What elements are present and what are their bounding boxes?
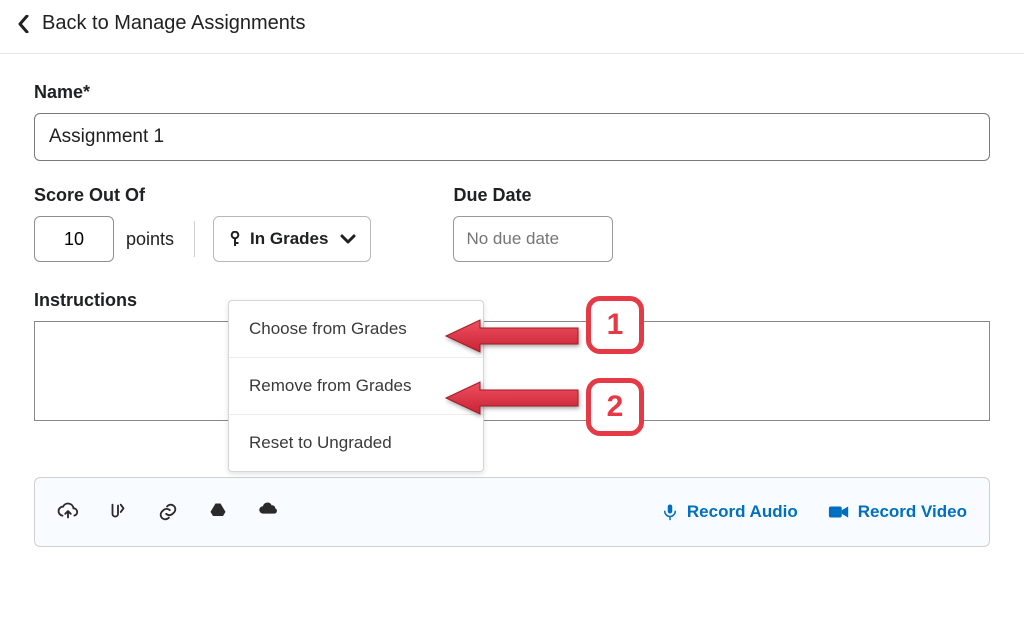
chevron-left-icon <box>18 15 32 33</box>
dropdown-item-reset[interactable]: Reset to Ungraded <box>229 415 483 471</box>
annotation-badge-1: 1 <box>586 296 644 354</box>
back-link[interactable]: Back to Manage Assignments <box>18 12 305 35</box>
annotation-badge-2-text: 2 <box>607 390 624 424</box>
key-icon <box>228 231 242 247</box>
back-link-text: Back to Manage Assignments <box>42 12 305 35</box>
record-audio-link[interactable]: Record Audio <box>661 502 798 522</box>
record-video-link[interactable]: Record Video <box>828 502 967 522</box>
name-input[interactable] <box>34 113 990 161</box>
quicklink-icon[interactable] <box>107 501 129 523</box>
chevron-down-icon <box>340 234 356 244</box>
grades-dropdown-button[interactable]: In Grades <box>213 216 371 262</box>
score-input[interactable] <box>34 216 114 262</box>
video-camera-icon <box>828 504 850 520</box>
score-label: Score Out Of <box>34 185 371 206</box>
attachment-toolbar: Record Audio Record Video <box>34 477 990 547</box>
divider <box>194 221 195 257</box>
record-audio-text: Record Audio <box>687 502 798 522</box>
microphone-icon <box>661 502 679 522</box>
annotation-badge-2: 2 <box>586 378 644 436</box>
link-icon[interactable] <box>157 501 179 523</box>
due-date-input[interactable] <box>453 216 613 262</box>
upload-cloud-icon[interactable] <box>57 501 79 523</box>
annotation-arrow-2 <box>440 378 580 423</box>
points-suffix: points <box>126 229 174 250</box>
instructions-label: Instructions <box>34 290 990 311</box>
name-label: Name* <box>34 82 990 103</box>
annotation-badge-1-text: 1 <box>607 308 624 342</box>
annotation-arrow-1 <box>440 316 580 361</box>
google-drive-icon[interactable] <box>207 501 229 523</box>
onedrive-icon[interactable] <box>257 501 279 523</box>
record-video-text: Record Video <box>858 502 967 522</box>
due-date-label: Due Date <box>453 185 613 206</box>
grades-button-text: In Grades <box>250 229 328 249</box>
